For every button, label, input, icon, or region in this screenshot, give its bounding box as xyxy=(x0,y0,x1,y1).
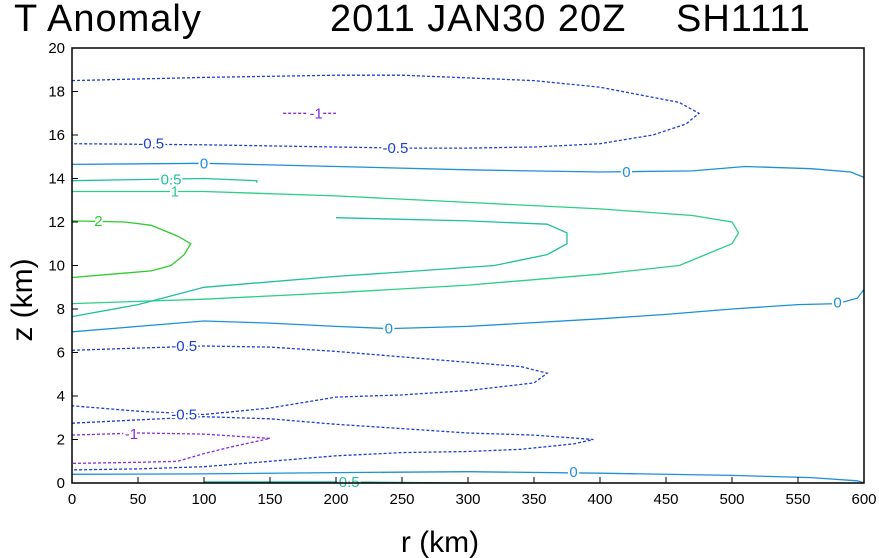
contour-line-6 xyxy=(71,220,192,279)
y-tick-label: 14 xyxy=(48,171,65,188)
y-tick-label: 4 xyxy=(57,388,65,405)
chart-title-variable: T Anomaly xyxy=(14,0,202,40)
contour-label-10: -0.5 xyxy=(171,338,197,355)
contour-label-0: -1 xyxy=(310,105,323,122)
y-tick-label: 16 xyxy=(48,127,65,144)
contour-line-3 xyxy=(71,177,258,183)
x-tick-label: 600 xyxy=(851,491,876,508)
x-tick-label: 50 xyxy=(130,491,147,508)
contour-line-9 xyxy=(71,416,594,471)
contour-line-8 xyxy=(71,345,549,416)
contour-label-4: 0 xyxy=(622,164,630,181)
contour-label-2: -0.5 xyxy=(382,140,408,157)
contour-label-7: 2 xyxy=(94,213,102,230)
y-axis-label: z (km) xyxy=(6,258,39,341)
x-tick-label: 450 xyxy=(653,491,678,508)
y-tick-label: 20 xyxy=(48,40,65,57)
y-tick-label: 2 xyxy=(57,432,65,449)
x-axis-ticks: 0 50 100 150 200 250 300 350 400 450 500 550 600 xyxy=(68,477,877,508)
x-tick-label: 150 xyxy=(257,491,282,508)
contour-label-5: 0.5 xyxy=(161,172,182,189)
x-tick-label: 350 xyxy=(521,491,546,508)
chart-title-date: 2011 JAN30 20Z xyxy=(330,0,627,40)
contour-label-6: 1 xyxy=(171,184,179,201)
x-tick-label: 200 xyxy=(323,491,348,508)
contour-line-7 xyxy=(71,289,865,333)
y-tick-label: 12 xyxy=(48,214,65,231)
contour-line-11 xyxy=(71,471,865,484)
x-axis-label: r (km) xyxy=(401,526,479,558)
contour-label-12: -1 xyxy=(125,426,138,443)
x-tick-label: 300 xyxy=(455,491,480,508)
y-tick-label: 10 xyxy=(48,258,65,275)
x-tick-label: 0 xyxy=(68,491,76,508)
contour-line-5 xyxy=(71,217,568,318)
x-tick-label: 500 xyxy=(719,491,744,508)
contour-label-11: -0.5 xyxy=(171,406,197,423)
y-tick-label: 18 xyxy=(48,84,65,101)
x-tick-label: 100 xyxy=(191,491,216,508)
x-tick-label: 400 xyxy=(587,491,612,508)
contour-label-3: 0 xyxy=(200,155,208,172)
contour-label-13: 0 xyxy=(569,464,577,481)
y-axis-ticks: 0 2 4 6 8 10 12 14 16 18 20 xyxy=(48,40,78,492)
y-tick-label: 8 xyxy=(57,301,65,318)
chart-title-storm: SH1111 xyxy=(676,0,811,40)
contour-line-4 xyxy=(71,190,740,305)
contour-layer xyxy=(71,74,865,484)
contour-label-8: 0 xyxy=(385,321,393,338)
x-tick-label: 550 xyxy=(785,491,810,508)
y-tick-label: 0 xyxy=(57,475,65,492)
contour-line-0 xyxy=(71,74,701,149)
contour-line-10 xyxy=(71,432,271,465)
contour-label-9: 0 xyxy=(833,294,841,311)
contour-label-1: -0.5 xyxy=(138,136,164,153)
contour-line-2 xyxy=(71,162,865,179)
x-tick-label: 250 xyxy=(389,491,414,508)
y-tick-label: 6 xyxy=(57,345,65,362)
